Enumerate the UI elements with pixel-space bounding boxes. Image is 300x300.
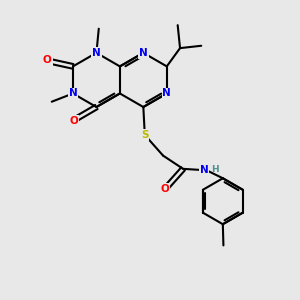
Text: N: N xyxy=(200,165,209,175)
Text: O: O xyxy=(69,116,78,126)
Text: N: N xyxy=(139,48,148,58)
Text: O: O xyxy=(160,184,169,194)
Text: N: N xyxy=(92,48,101,58)
Text: N: N xyxy=(69,88,77,98)
Text: O: O xyxy=(43,55,52,65)
Text: N: N xyxy=(162,88,171,98)
Text: H: H xyxy=(211,165,219,174)
Text: S: S xyxy=(141,130,148,140)
